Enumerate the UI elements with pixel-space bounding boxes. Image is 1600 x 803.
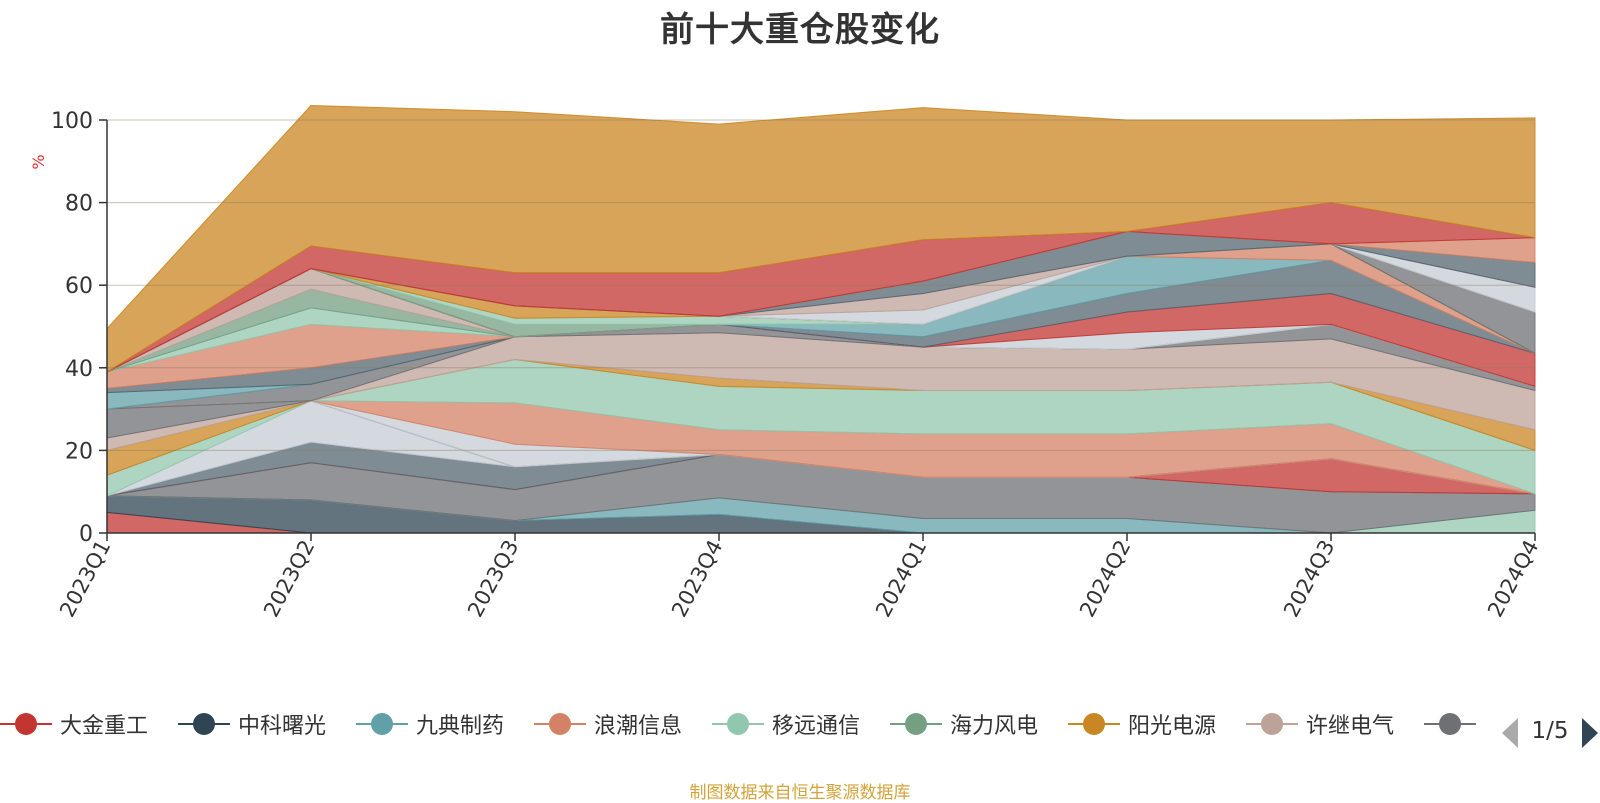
legend-item[interactable]: 九典制药 (356, 706, 504, 742)
legend-item[interactable]: 海力风电 (890, 706, 1038, 742)
legend-marker-icon (1246, 706, 1298, 742)
pager-text: 1/5 (1531, 718, 1569, 744)
legend-item[interactable]: 许继电气 (1246, 706, 1394, 742)
grid-lines (107, 119, 1535, 451)
legend-marker-icon (0, 706, 52, 742)
legend-dot (1261, 713, 1283, 735)
legend-item[interactable]: 中科曙光 (178, 706, 326, 742)
legend-item[interactable]: 阳光电源 (1068, 706, 1216, 742)
legend-label: 中科曙光 (238, 714, 327, 739)
legend-dot (1439, 713, 1461, 735)
y-tick-label: 0 (79, 522, 93, 547)
y-tick-label: 40 (65, 357, 93, 382)
legend-marker-icon (178, 706, 230, 742)
x-tick-label: 2024Q3 (1279, 536, 1339, 621)
area-series-39 (106, 104, 1536, 373)
prev-page-icon[interactable] (1502, 718, 1518, 748)
x-tick-label: 2024Q2 (1075, 536, 1135, 621)
x-tick-label: 2024Q4 (1483, 536, 1543, 621)
next-page-icon[interactable] (1582, 718, 1598, 748)
legend-dot (1083, 713, 1105, 735)
chart-title: 前十大重仓股变化 (660, 10, 940, 50)
legend-dot (15, 713, 37, 735)
legend-marker-icon (1068, 706, 1120, 742)
legend-item[interactable] (1424, 706, 1476, 742)
x-tick-label: 2024Q1 (871, 536, 931, 621)
legend-label: 阳光电源 (1128, 714, 1217, 739)
x-tick-label: 2023Q1 (55, 536, 115, 621)
legend-label: 九典制药 (416, 714, 505, 739)
y-tick-label: 80 (65, 192, 93, 217)
y-tick-label: 60 (65, 274, 93, 299)
legend-dot (549, 713, 571, 735)
x-tick-label: 2023Q4 (667, 536, 727, 621)
legend-item[interactable]: 大金重工 (0, 706, 148, 742)
area-series-group (106, 104, 1536, 534)
data-source-note: 制图数据来自恒生聚源数据库 (689, 783, 911, 803)
pager-arrows (1502, 718, 1598, 748)
legend-label: 移远通信 (772, 714, 861, 739)
legend-dot (727, 713, 749, 735)
legend-dot (905, 713, 927, 735)
legend-dot (193, 713, 215, 735)
stacked-area-chart: 0 20 40 60 80 100 2023Q1 2023Q2 2023Q3 2023Q4 2024… (29, 104, 1543, 621)
legend-item[interactable]: 浪潮信息 (534, 706, 682, 742)
legend: 大金重工 中科曙光 九典制药 浪潮信息 移远通信 海力风电 阳光电源 许继电气 (0, 706, 1600, 742)
legend-label: 海力风电 (950, 714, 1039, 739)
legend-marker-icon (534, 706, 586, 742)
legend-marker-icon (890, 706, 942, 742)
legend-pager: 1/5 (1500, 716, 1600, 750)
legend-marker-icon (712, 706, 764, 742)
legend-dot (371, 713, 393, 735)
legend-label: 大金重工 (60, 714, 149, 739)
legend-marker-icon (356, 706, 408, 742)
legend-marker-icon (1424, 706, 1476, 742)
legend-item[interactable]: 移远通信 (712, 706, 860, 742)
y-tick-label: 20 (65, 439, 93, 464)
legend-label: 浪潮信息 (594, 714, 683, 739)
y-tick-label: 100 (51, 109, 93, 134)
legend-label: 许继电气 (1306, 714, 1395, 739)
x-tick-label: 2023Q3 (463, 536, 523, 621)
y-axis-label: % (29, 154, 48, 169)
x-tick-label: 2023Q2 (259, 536, 319, 621)
